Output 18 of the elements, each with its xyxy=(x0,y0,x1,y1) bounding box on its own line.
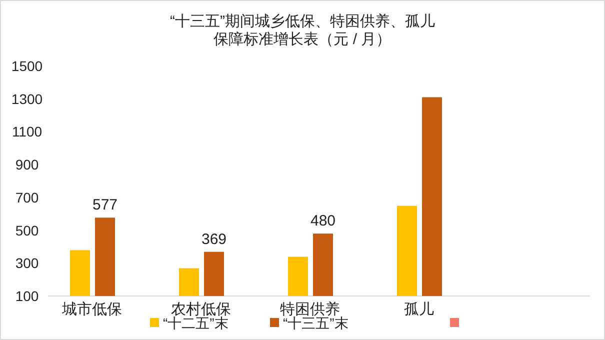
legend-label: “十三五”末 xyxy=(283,315,348,331)
legend-label: “十二五”末 xyxy=(163,315,228,331)
data-label: 369 xyxy=(201,230,227,248)
x-tick-label: 特困供养 xyxy=(280,301,340,318)
y-tick-label: 300 xyxy=(15,255,39,272)
y-tick-label: 1500 xyxy=(11,58,43,74)
x-tick-label: 孤儿 xyxy=(404,301,434,318)
y-tick-label: 700 xyxy=(15,189,39,206)
y-tick-label: 1100 xyxy=(12,124,42,140)
y-tick-label: 900 xyxy=(15,156,39,173)
data-label: 480 xyxy=(310,212,336,230)
y-tick-label: 500 xyxy=(15,222,39,238)
x-tick-label: 农村低保 xyxy=(171,301,231,318)
y-tick-label: 100 xyxy=(15,288,39,304)
x-tick-label: 城市低保 xyxy=(61,301,122,318)
chart-title: “十三五”期间城乡低保、特困供养、孤儿保障标准增长表（元 / 月） xyxy=(170,13,435,48)
data-label: 577 xyxy=(92,196,118,214)
y-tick-label: 1300 xyxy=(11,90,43,107)
